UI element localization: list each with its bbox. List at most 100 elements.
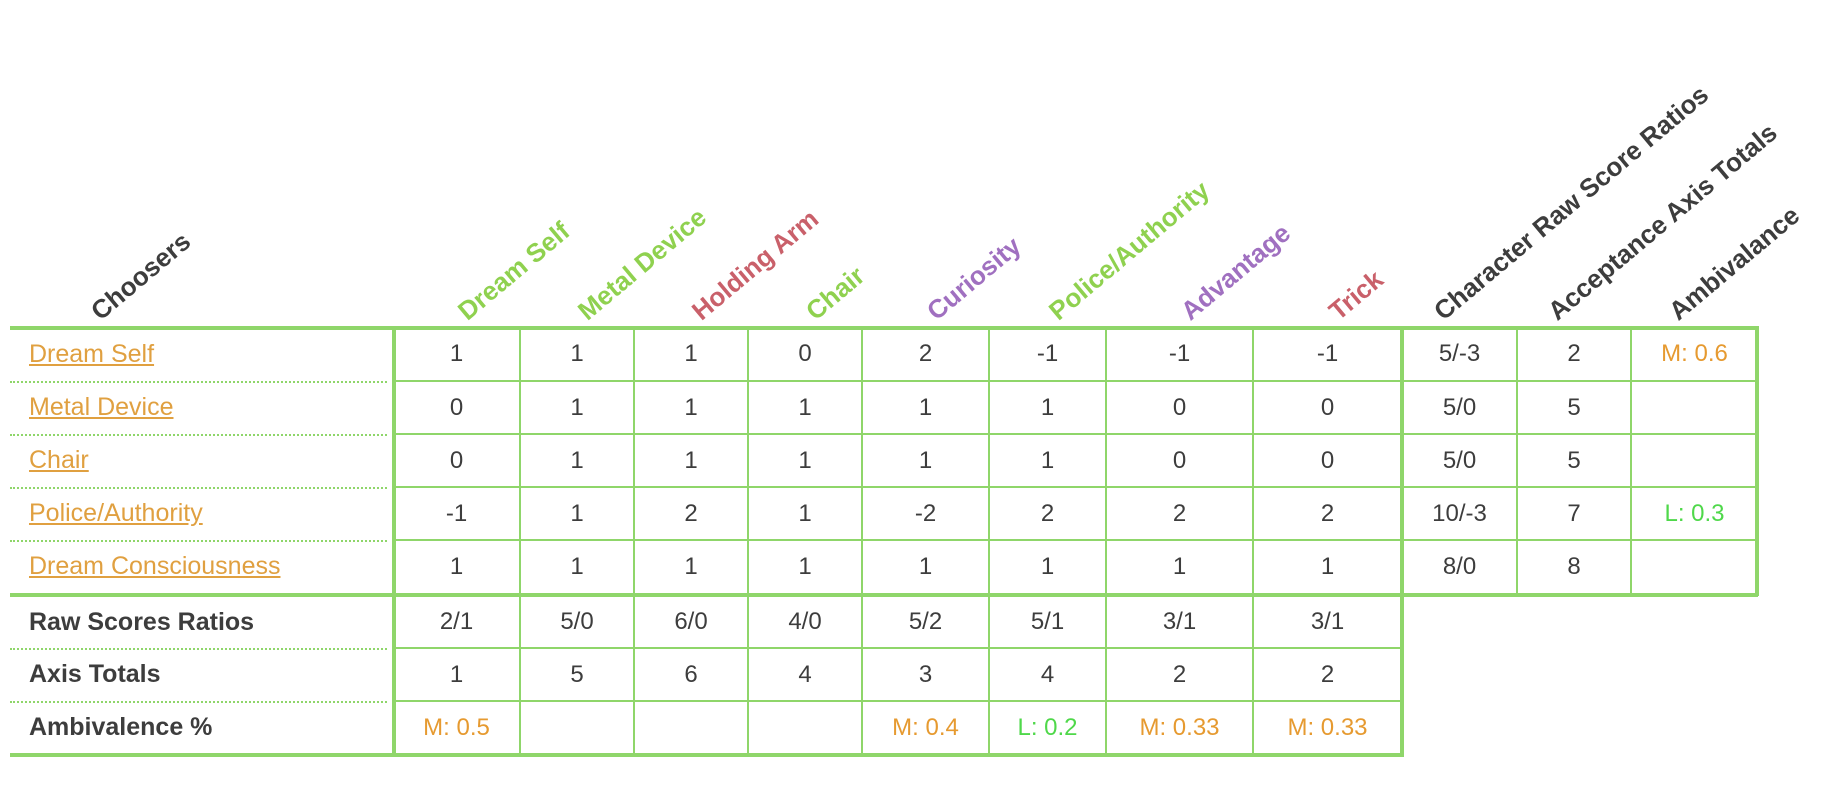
score-cell: 1 [684,446,698,474]
ratio-cell: 8/0 [1442,552,1477,580]
score-cell: 1 [449,340,464,367]
score-cell: 0 [798,340,812,367]
chooser-link[interactable]: Police/Authority [29,499,203,527]
column-header: Chair [800,260,871,326]
grid-line [1755,326,1759,596]
footer-cell: 6 [684,660,698,688]
axis-total-cell: 2 [1567,340,1581,367]
axis-total-cell: 7 [1567,499,1581,527]
score-cell: 2 [1172,499,1187,527]
footer-cell [520,701,634,754]
score-cell: 0 [449,393,464,421]
footer-cell [748,701,862,754]
score-cell: 1 [570,499,584,527]
grid-line [392,326,396,757]
footer-row-label: Axis Totals [29,660,161,688]
grid-line [393,433,1758,435]
column-header: Trick [1322,263,1389,326]
grid-line [1630,326,1632,596]
column-header: Advantage [1174,217,1296,326]
grid-line [393,700,1402,702]
score-cell: 1 [798,499,812,527]
grid-line [1105,326,1107,757]
grid-line [393,486,1758,488]
grid-line [519,326,521,757]
score-cell: 2 [684,499,698,527]
grid-line-dotted [10,434,387,436]
grid-line-dotted [10,487,387,489]
ambivalence-cell [1631,381,1758,434]
footer-cell: M: 0.33 [1287,713,1368,741]
grid-line [1516,326,1518,596]
grid-line-dotted [10,648,387,650]
footer-cell: M: 0.33 [1139,713,1220,741]
footer-cell: 5/1 [1030,608,1065,635]
chooser-link[interactable]: Chair [29,446,89,474]
axis-total-cell: 5 [1567,393,1581,421]
grid-line [393,539,1758,541]
ratio-cell: 5/0 [1442,393,1477,421]
score-cell: 1 [1040,393,1055,421]
footer-cell [634,701,748,754]
score-cell: 1 [684,393,698,421]
score-cell: 1 [918,446,933,474]
grid-line-dotted [10,540,387,542]
score-cell: 1 [798,446,812,474]
footer-cell: 2/1 [439,608,474,635]
score-cell: 1 [684,552,698,580]
column-header: Dream Self [451,215,575,326]
score-cell: 1 [570,552,584,580]
ratio-cell: 10/-3 [1432,499,1487,527]
grid-line [10,326,1758,330]
score-cell: 0 [449,446,464,474]
score-cell: 0 [1320,393,1335,421]
header-choosers: Choosers [85,225,197,326]
column-header: Curiosity [920,230,1027,326]
grid-line-dotted [10,701,387,703]
footer-cell: 1 [449,660,464,688]
score-cell: 1 [918,552,933,580]
footer-cell: 5 [570,660,584,688]
footer-row-label: Raw Scores Ratios [29,607,255,636]
score-cell: 1 [1172,552,1187,580]
footer-cell: 4 [1040,660,1055,688]
footer-cell: 3/1 [1310,608,1345,635]
axis-total-cell: 5 [1567,446,1581,474]
score-cell: 0 [1172,446,1187,474]
chooser-link[interactable]: Metal Device [29,393,174,421]
score-cell: 0 [1320,446,1335,474]
score-cell: 1 [1040,446,1055,474]
summary-column-header: Acceptance Axis Totals [1542,117,1783,326]
grid-line [393,647,1402,649]
score-cell: 1 [1320,552,1335,580]
chooser-link[interactable]: Dream Consciousness [29,552,281,580]
score-cell: 1 [1040,552,1055,580]
grid-line [393,380,1758,382]
score-cell: 1 [570,393,584,421]
footer-cell: M: 0.4 [892,713,959,741]
footer-cell: L: 0.2 [1017,713,1078,741]
score-cell: -1 [1316,340,1339,367]
footer-cell: 3 [918,660,933,688]
ambivalence-cell [1631,540,1758,593]
score-cell: 1 [684,340,698,367]
score-cell: 0 [1172,393,1187,421]
footer-cell: M: 0.5 [423,713,490,741]
ambivalence-cell [1631,434,1758,487]
chooser-link[interactable]: Dream Self [29,339,155,368]
ambivalence-cell: M: 0.6 [1661,340,1728,367]
grid-line-dotted [10,381,387,383]
footer-cell: 5/2 [908,608,943,635]
axis-total-cell: 8 [1567,552,1581,580]
score-cell: 1 [570,340,584,367]
score-cell: 2 [1040,499,1055,527]
grid-line [10,593,1758,597]
ambivalence-cell: L: 0.3 [1664,499,1725,527]
score-cell: 1 [570,446,584,474]
footer-cell: 2 [1320,660,1335,688]
footer-cell: 4 [798,660,812,688]
score-cell: 1 [798,393,812,421]
footer-cell: 2 [1172,660,1187,688]
grid-line [1400,326,1404,757]
ratio-cell: 5/-3 [1438,340,1481,367]
